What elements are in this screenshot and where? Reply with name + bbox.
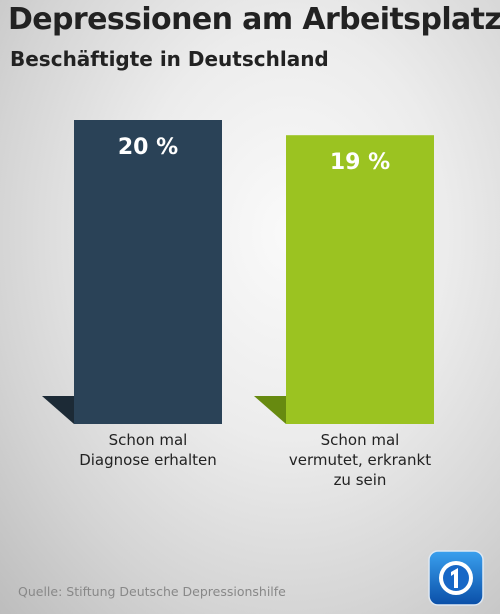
- bar-vermutet: [286, 135, 434, 424]
- source-note: Quelle: Stiftung Deutsche Depressionshil…: [18, 584, 286, 599]
- category-label-diagnose: Schon mal Diagnose erhalten: [48, 430, 248, 470]
- category-label-vermutet: Schon mal vermutet, erkrankt zu sein: [260, 430, 460, 490]
- category-label-line: Schon mal: [320, 431, 400, 449]
- chart-title: Depressionen am Arbeitsplatz: [8, 2, 500, 37]
- bar-vermutet-shadow: [254, 396, 286, 424]
- chart-subtitle: Beschäftigte in Deutschland: [10, 47, 329, 71]
- ard-tagesschau-logo-icon: [428, 550, 484, 606]
- bar-diagnose-shadow: [42, 396, 74, 424]
- category-label-line: vermutet, erkrankt: [288, 451, 432, 469]
- category-label-line: Diagnose erhalten: [79, 451, 217, 469]
- category-label-line: zu sein: [333, 471, 387, 489]
- bar-vermutet-value-label: 19 %: [330, 150, 390, 175]
- category-label-line: Schon mal: [108, 431, 188, 449]
- bar-diagnose-value-label: 20 %: [118, 135, 178, 160]
- bar-diagnose: [74, 120, 222, 424]
